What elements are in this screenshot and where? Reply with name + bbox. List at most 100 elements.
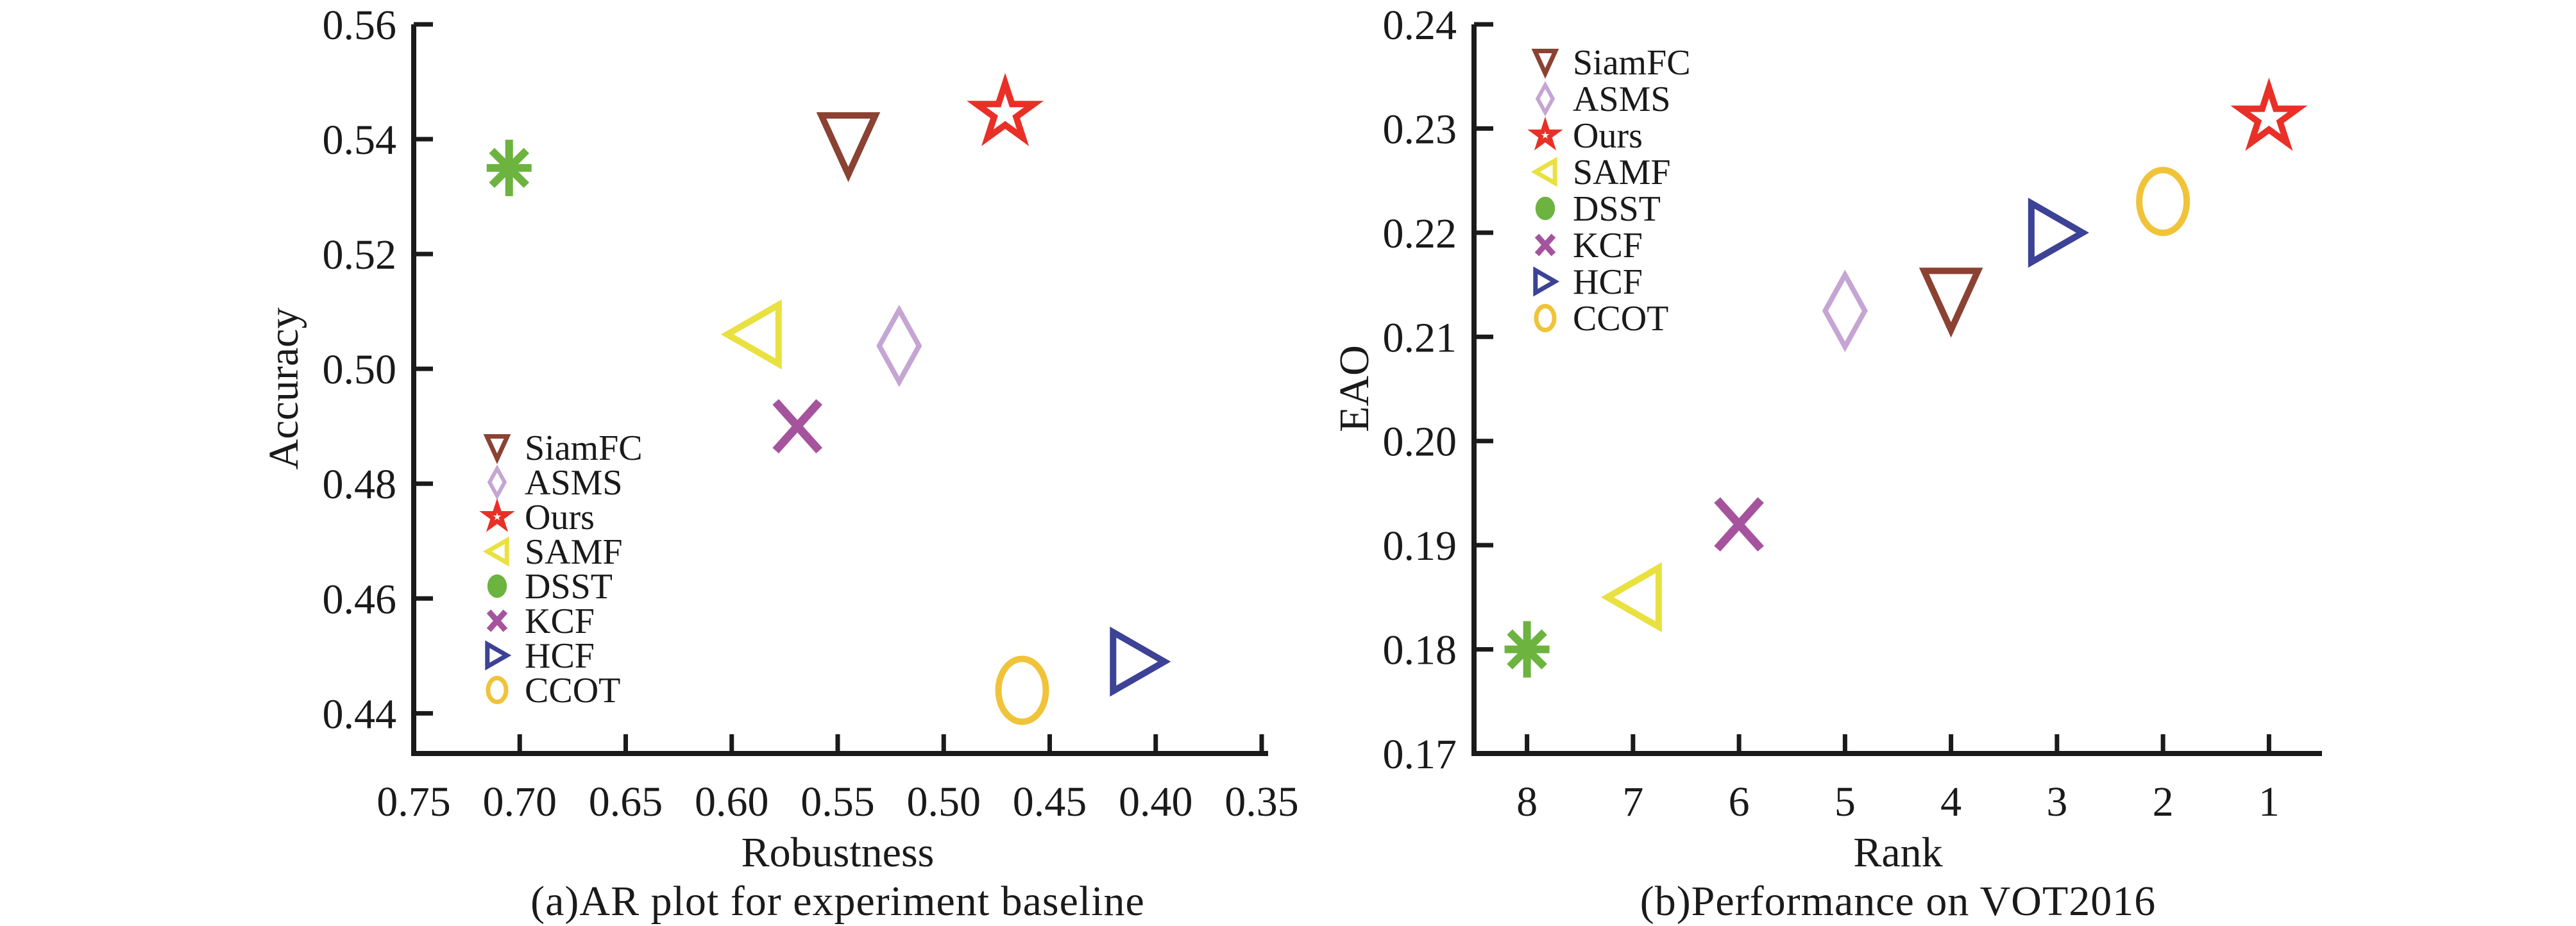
plot-b-x-tick-label: 2 [2153,779,2174,825]
plot-a-legend-label-siamfc: SiamFC [525,428,643,468]
plot-a-caption: (a)AR plot for experiment baseline [530,878,1145,925]
plot-b-x-tick-label: 6 [1729,779,1750,825]
plot-b-legend-label-dsst: DSST [1573,189,1661,229]
plot-b-y-tick-label: 0.17 [1383,731,1457,778]
plot-a-y-tick-label: 0.56 [323,2,397,49]
plot-a-marker-asms [876,305,922,387]
kcf-marker-icon [1534,233,1556,257]
plot-a-legend-label-hcf: HCF [525,636,595,676]
plot-a-x-tick-label: 0.50 [907,779,981,825]
plot-b-x-tick-label: 4 [1940,779,1962,825]
plot-b-marker-asms [1822,269,1868,352]
siamfc-marker-icon [1531,49,1559,79]
plot-b-legend-label-ccot: CCOT [1573,299,1668,339]
siamfc-marker-icon [483,434,511,464]
plot-b-y-tick-label: 0.24 [1383,2,1457,49]
plot-a-x-tick-label: 0.65 [589,779,663,825]
plot-b-legend-item-dsst: DSST [1535,189,1661,229]
plot-b-legend-label-samf: SAMF [1573,153,1671,192]
plot-a-x-axis-label: Robustness [741,829,935,876]
plot-b-y-tick-label: 0.18 [1383,627,1457,674]
plot-b-legend-label-ours: Ours [1573,116,1643,156]
plot-b-legend-label-siamfc: SiamFC [1573,43,1691,83]
kcf-marker-icon [486,609,508,632]
plot-a-legend-item-siamfc: SiamFC [483,428,643,468]
plot-b-y-tick-label: 0.19 [1383,523,1457,569]
plot-a-legend-item-ours: Ours [479,498,595,537]
plot-b-y-tick-label: 0.22 [1383,210,1457,257]
hcf-marker-icon [1533,266,1560,297]
plot-b-y-axis-label-text: EAO [1331,345,1378,432]
plot-a-x-tick-label: 0.45 [1013,779,1087,825]
plot-a-x-tick-label: 0.35 [1224,779,1299,825]
plot-a-marker-dsst [486,139,532,196]
plot-a-marker-ours [967,72,1044,146]
asms-marker-icon [487,464,507,500]
plot-a-x-tick-label: 0.70 [483,779,557,825]
plot-b-legend-item-ccot: CCOT [1534,299,1668,339]
asms-marker-icon [1535,81,1555,117]
plot-a-y-axis-label-text: Accuracy [260,307,307,470]
plot-b-marker-hcf [2028,198,2089,268]
plot-a-legend-item-dsst: DSST [487,567,613,607]
plot-b-legend-item-ours: Ours [1527,116,1643,156]
plot-b-legend-item-siamfc: SiamFC [1531,43,1691,83]
plot-b-y-tick-label: 0.23 [1383,106,1457,153]
plot-a-y-tick-label: 0.46 [323,576,397,623]
plot-b-marker-samf [1600,562,1662,632]
plot-b-legend-item-samf: SAMF [1530,153,1671,192]
plot-b-legend-label-kcf: KCF [1573,226,1643,265]
plot-b-x-tick-label: 8 [1516,779,1538,825]
plot-a-legend-label-asms: ASMS [525,463,623,503]
ours-marker-icon [1527,116,1563,151]
plot-a-legend-label-samf: SAMF [525,532,623,572]
plot-b-caption: (b)Performance on VOT2016 [1640,878,2157,925]
samf-marker-icon [1530,156,1557,187]
plot-a-y-tick-label: 0.48 [323,461,397,508]
plot-b-y-tick-label: 0.20 [1383,419,1457,466]
plot-a-marker-kcf [772,399,823,454]
plot-b-marker-ours [2230,78,2308,151]
plot-b-marker-ccot [2136,167,2190,237]
dsst-marker-icon [1535,196,1555,221]
plot-a-y-tick-label: 0.50 [323,346,397,393]
plot-b-y-tick-label: 0.21 [1383,314,1457,361]
plot-a-x-tick-label: 0.40 [1119,779,1193,825]
plot-a-marker-samf [720,299,782,370]
plot-b-x-tick-label: 5 [1835,779,1856,825]
plot-b-legend-item-asms: ASMS [1535,80,1671,119]
plot-a-marker-siamfc [816,112,881,183]
ours-marker-icon [479,498,515,532]
plot-a-x-tick-label: 0.55 [801,779,875,825]
plot-b-legend-item-kcf: KCF [1534,226,1643,265]
plot-a-y-tick-label: 0.44 [323,691,397,737]
samf-marker-icon [482,536,509,567]
plot-a-legend-item-hcf: HCF [485,636,595,676]
plot-a-legend-label-kcf: KCF [525,602,595,641]
plot-b-marker-dsst [1504,621,1550,678]
plot-b-legend-item-hcf: HCF [1533,262,1643,302]
plot-b-x-tick-label: 1 [2258,779,2280,825]
plot-a-x-tick-label: 0.75 [377,779,451,825]
plot-a-legend-item-samf: SAMF [482,532,623,572]
plot-a-legend-item-ccot: CCOT [486,671,620,711]
hcf-marker-icon [485,640,512,671]
plot-b-legend-label-hcf: HCF [1573,262,1643,302]
plot-b-x-axis-label: Rank [1853,829,1943,876]
plot-b-marker-kcf [1714,497,1764,551]
plot-a-x-tick-label: 0.60 [695,779,769,825]
plot-a-legend-label-dsst: DSST [525,567,613,607]
plot-a-legend-item-kcf: KCF [486,602,595,641]
plot-a-legend-item-asms: ASMS [487,463,623,503]
plot-a-legend-label-ccot: CCOT [525,671,620,711]
plot-a-y-tick-label: 0.54 [323,117,397,164]
plot-b-marker-siamfc [1919,267,1983,338]
ccot-marker-icon [1534,303,1557,333]
plot-b: 8 7 6 5 4 3 2 1 0.24 0.23 0.22 0.21 0.20 0.19 0.18 0.17… [1383,2,2322,825]
plot-b-legend-label-asms: ASMS [1573,80,1671,119]
plot-a: 0.75 0.70 0.65 0.60 0.55 0.50 0.45 0.40 0.35 0.56… [323,2,1299,825]
plot-a-marker-hcf [1110,627,1171,697]
